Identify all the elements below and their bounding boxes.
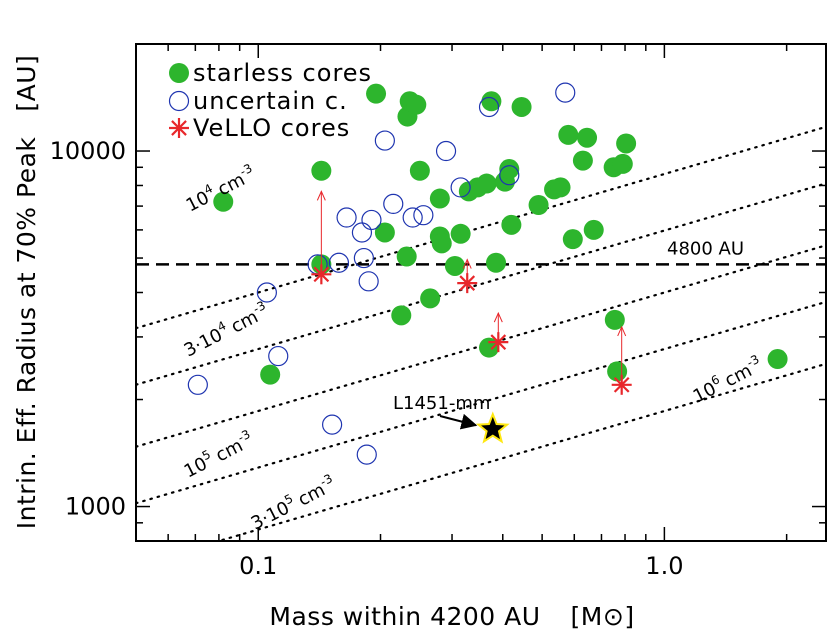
starless-core-point <box>409 160 430 181</box>
l1451-mm-star <box>475 411 510 444</box>
l1451-mm-arrow <box>439 413 478 430</box>
starless-core-point <box>366 83 387 104</box>
l1451-mm-label: L1451-mm <box>393 393 490 414</box>
uncertain-core-point <box>499 165 520 186</box>
uncertain-core-point <box>413 205 434 226</box>
legend-label: starless cores <box>193 59 372 87</box>
vello-core-point <box>488 332 509 353</box>
starless-core-point <box>391 305 412 326</box>
vello-arrowhead <box>493 311 503 323</box>
uncertain-core-point <box>361 209 382 231</box>
starless-core-point <box>612 153 633 174</box>
starless-core-point <box>572 150 593 171</box>
uncertain-core-point <box>358 271 379 292</box>
uncertain-core-point <box>328 252 350 273</box>
vello-stroke <box>171 120 187 136</box>
y-axis-title: Intrin. Eff. Radius at 70% Peak[AU] <box>12 55 41 530</box>
uncertain-core-point <box>351 222 373 243</box>
vello-core-point <box>611 374 632 395</box>
starless-core-point <box>476 173 497 194</box>
uncertain-core-point <box>268 345 289 367</box>
uncertain-core-point <box>256 282 277 303</box>
uncertain-core-point <box>402 207 423 228</box>
vello-arrowhead <box>462 258 472 269</box>
density-line <box>136 182 826 386</box>
starless-core-point <box>616 133 637 154</box>
vello-stroke <box>459 275 476 291</box>
y-tick-label: 10000 <box>50 137 126 165</box>
legend-label: VeLLO cores <box>193 114 350 142</box>
starless-core-point <box>431 233 452 254</box>
legend-vello-marker <box>169 118 189 138</box>
uncertain-core-point <box>383 193 404 215</box>
starless-core-point <box>528 194 549 215</box>
starless-core-point <box>583 219 604 240</box>
density-line <box>136 300 826 505</box>
legend-starless-marker <box>169 63 189 83</box>
uncertain-core-point <box>478 96 500 118</box>
starless-core-point <box>550 177 571 198</box>
x-tick-label: 0.1 <box>239 552 277 580</box>
uncertain-core-point <box>450 177 471 198</box>
uncertain-core-point <box>435 140 457 162</box>
starless-core-point <box>444 255 465 276</box>
density-label: 3·104cm-3 <box>179 298 272 361</box>
vello-stroke <box>313 266 330 283</box>
density-label: 3·105cm-3 <box>246 471 339 534</box>
starless-core-point <box>486 252 507 273</box>
starless-core-point <box>213 191 234 212</box>
reference-line-label: 4800 AU <box>667 238 744 259</box>
starless-core-point <box>481 91 502 112</box>
legend-uncertain-marker <box>168 90 190 112</box>
vello-arrowhead <box>316 190 326 201</box>
starless-core-point <box>406 94 427 115</box>
starless-core-point <box>311 160 332 181</box>
x-tick-label: 1.0 <box>645 552 683 580</box>
density-line <box>136 125 826 330</box>
vello-core-point <box>311 264 332 285</box>
starless-core-point <box>396 246 417 267</box>
legend-label: uncertain c. <box>193 87 348 115</box>
uncertain-core-point <box>322 414 343 435</box>
y-tick-label: 1000 <box>65 493 126 521</box>
uncertain-core-point <box>555 82 576 103</box>
starless-core-point <box>499 159 520 180</box>
starless-core-point <box>767 349 788 370</box>
starless-core-point <box>450 223 471 244</box>
vello-core-point <box>457 273 478 294</box>
starless-core-point <box>607 361 628 382</box>
x-axis-title: Mass within 4200 AU [M⊙] <box>269 602 634 631</box>
uncertain-core-point <box>353 247 374 269</box>
starless-core-point <box>562 229 583 250</box>
uncertain-core-point <box>187 374 208 395</box>
starless-core-point <box>577 127 598 148</box>
density-label: 105cm-3 <box>179 427 257 482</box>
density-line <box>214 362 826 541</box>
vello-stroke <box>613 376 630 393</box>
starless-core-point <box>420 288 441 309</box>
starless-core-point <box>511 96 532 117</box>
vello-arrowhead <box>617 325 627 337</box>
starless-core-point <box>429 188 450 209</box>
vello-stroke <box>490 334 507 351</box>
starless-core-point <box>374 222 395 243</box>
uncertain-core-point <box>336 207 357 228</box>
starless-core-point <box>604 309 625 330</box>
starless-core-point <box>501 214 522 235</box>
density-label: 106cm-3 <box>688 352 766 407</box>
starless-core-point <box>558 124 579 145</box>
starless-core-point <box>260 364 281 385</box>
uncertain-core-point <box>374 130 395 151</box>
uncertain-core-point <box>356 444 377 465</box>
